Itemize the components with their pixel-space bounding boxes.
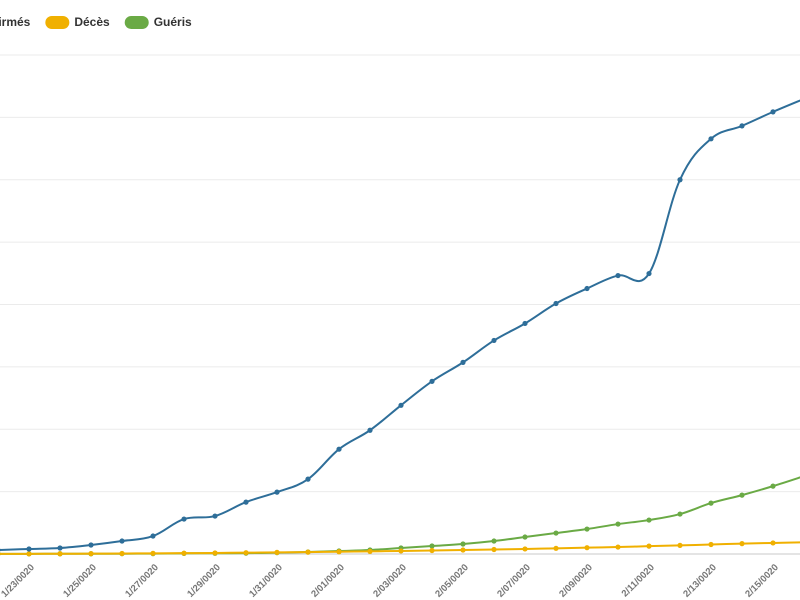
data-point <box>88 551 94 557</box>
data-point <box>677 177 683 183</box>
data-point <box>646 517 652 523</box>
data-point <box>429 543 435 549</box>
data-point <box>150 550 156 556</box>
data-point <box>584 545 590 551</box>
data-point <box>429 547 435 554</box>
data-point <box>584 285 590 292</box>
legend: Confirmés Décès Guéris <box>0 15 192 29</box>
data-point <box>88 542 94 548</box>
x-tick-label: 2/05/0020 <box>433 562 471 600</box>
data-point <box>243 550 249 556</box>
data-point <box>553 530 559 536</box>
x-tick-label: 2/01/0020 <box>309 562 347 600</box>
data-point <box>522 546 528 552</box>
data-point <box>0 552 1 556</box>
legend-swatch <box>45 16 70 29</box>
legend-label: Guéris <box>154 15 192 29</box>
x-tick-label: 2/07/0020 <box>495 562 533 600</box>
data-point <box>708 136 714 142</box>
data-point <box>398 548 404 554</box>
data-point <box>739 492 745 498</box>
data-point <box>553 545 559 551</box>
x-tick-label: 1/31/0020 <box>247 562 285 600</box>
data-point <box>0 548 1 552</box>
data-point <box>26 551 32 557</box>
data-point <box>57 545 63 551</box>
legend-swatch <box>124 16 149 29</box>
x-tick-label: 2/13/0020 <box>681 562 719 600</box>
grid <box>0 54 800 555</box>
data-point <box>646 543 652 549</box>
legend-label: Décès <box>74 15 110 29</box>
data-point <box>26 546 32 552</box>
data-point <box>491 546 497 553</box>
data-point <box>181 516 187 522</box>
data-point <box>615 521 621 527</box>
data-point <box>460 359 466 365</box>
data-point <box>646 270 652 277</box>
data-point <box>274 489 280 495</box>
data-point <box>770 109 776 115</box>
data-point <box>460 547 466 553</box>
data-point <box>522 534 528 540</box>
x-tick-label: 2/09/0020 <box>557 562 595 600</box>
data-point <box>398 402 404 408</box>
plot <box>0 99 800 557</box>
data-point <box>305 549 311 555</box>
data-point <box>212 513 218 519</box>
data-point <box>429 378 435 384</box>
data-point <box>491 538 497 544</box>
x-tick-label: 2/03/0020 <box>371 562 409 600</box>
data-point <box>336 549 342 555</box>
x-tick-label: 1/23/0020 <box>0 562 37 600</box>
data-point <box>770 483 776 489</box>
x-tick-label: 1/25/0020 <box>61 562 99 600</box>
x-tick-label: 2/15/0020 <box>743 562 781 600</box>
data-point <box>274 549 280 555</box>
data-point <box>336 446 342 452</box>
data-point <box>491 337 497 344</box>
data-point <box>150 533 156 539</box>
data-point <box>677 511 683 517</box>
data-point <box>57 551 63 557</box>
data-point <box>770 540 776 546</box>
data-point <box>367 427 373 433</box>
data-point <box>367 548 373 554</box>
x-tick-label: 1/27/0020 <box>123 562 161 600</box>
data-point <box>212 550 218 556</box>
legend-label: Confirmés <box>0 15 31 29</box>
data-point <box>119 538 125 544</box>
data-point <box>708 541 714 548</box>
x-tick-label: 2/11/0020 <box>620 562 657 599</box>
data-point <box>119 550 125 557</box>
data-point <box>522 320 528 327</box>
x-axis: 1/23/0020 1/25/0020 1/27/0020 1/29/0020 1/31… <box>0 562 781 600</box>
data-point <box>677 542 683 548</box>
x-tick-label: 1/29/0020 <box>185 562 223 600</box>
data-point <box>460 541 466 547</box>
data-point <box>615 544 621 550</box>
data-point <box>305 476 311 482</box>
series-line <box>0 99 800 551</box>
data-point <box>243 499 249 505</box>
data-point <box>615 272 621 279</box>
data-point <box>739 123 745 129</box>
data-point <box>181 550 187 556</box>
data-point <box>708 500 714 506</box>
data-point <box>553 300 559 307</box>
data-point <box>739 541 745 547</box>
data-point <box>584 526 590 532</box>
